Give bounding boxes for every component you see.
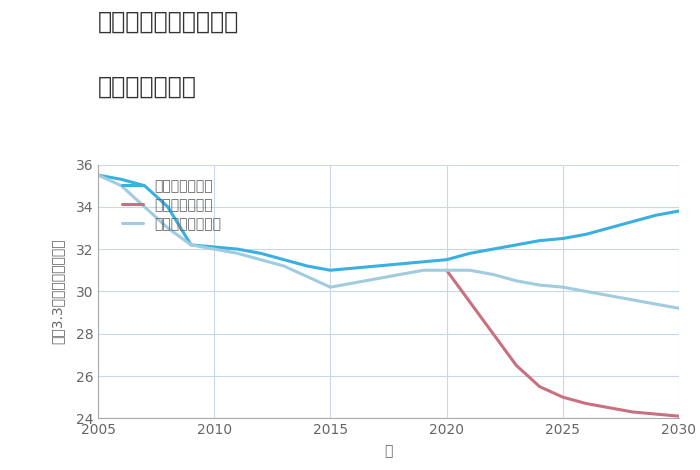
ノーマルシナリオ xyxy=(140,204,148,210)
Line: グッドシナリオ: グッドシナリオ xyxy=(98,175,679,270)
グッドシナリオ xyxy=(582,232,590,237)
グッドシナリオ xyxy=(629,219,637,225)
Text: 愛知県豊橋市高洲町の: 愛知県豊橋市高洲町の xyxy=(98,9,239,33)
ノーマルシナリオ xyxy=(396,272,405,277)
ノーマルシナリオ xyxy=(582,289,590,294)
グッドシナリオ xyxy=(94,172,102,178)
ノーマルシナリオ xyxy=(489,272,497,277)
グッドシナリオ xyxy=(280,257,288,263)
ノーマルシナリオ xyxy=(419,267,428,273)
グッドシナリオ xyxy=(326,267,335,273)
グッドシナリオ xyxy=(466,251,474,256)
グッドシナリオ xyxy=(256,251,265,256)
バッドシナリオ xyxy=(489,331,497,337)
グッドシナリオ xyxy=(489,246,497,252)
ノーマルシナリオ xyxy=(349,280,358,286)
ノーマルシナリオ xyxy=(280,263,288,269)
Y-axis label: 坪（3.3㎡）単価（万円）: 坪（3.3㎡）単価（万円） xyxy=(50,239,64,344)
Line: バッドシナリオ: バッドシナリオ xyxy=(447,270,679,416)
バッドシナリオ xyxy=(605,405,613,411)
ノーマルシナリオ xyxy=(117,183,125,188)
バッドシナリオ xyxy=(536,384,544,390)
グッドシナリオ xyxy=(349,266,358,271)
ノーマルシナリオ xyxy=(536,282,544,288)
ノーマルシナリオ xyxy=(442,267,451,273)
グッドシナリオ xyxy=(605,225,613,231)
ノーマルシナリオ xyxy=(629,297,637,303)
グッドシナリオ xyxy=(536,238,544,243)
グッドシナリオ xyxy=(210,244,218,250)
ノーマルシナリオ xyxy=(94,172,102,178)
ノーマルシナリオ xyxy=(326,284,335,290)
バッドシナリオ xyxy=(512,363,521,368)
X-axis label: 年: 年 xyxy=(384,444,393,458)
ノーマルシナリオ xyxy=(210,246,218,252)
ノーマルシナリオ xyxy=(372,276,381,282)
グッドシナリオ xyxy=(117,177,125,182)
グッドシナリオ xyxy=(512,242,521,248)
Text: 土地の価格推移: 土地の価格推移 xyxy=(98,75,197,99)
バッドシナリオ xyxy=(466,299,474,305)
ノーマルシナリオ xyxy=(559,284,567,290)
グッドシナリオ xyxy=(233,246,242,252)
Line: ノーマルシナリオ: ノーマルシナリオ xyxy=(98,175,679,308)
グッドシナリオ xyxy=(419,259,428,265)
グッドシナリオ xyxy=(559,236,567,242)
バッドシナリオ xyxy=(442,267,451,273)
グッドシナリオ xyxy=(187,242,195,248)
ノーマルシナリオ xyxy=(605,293,613,298)
ノーマルシナリオ xyxy=(164,225,172,231)
グッドシナリオ xyxy=(164,204,172,210)
ノーマルシナリオ xyxy=(652,301,660,307)
グッドシナリオ xyxy=(303,263,312,269)
ノーマルシナリオ xyxy=(675,306,683,311)
ノーマルシナリオ xyxy=(187,242,195,248)
グッドシナリオ xyxy=(675,208,683,214)
グッドシナリオ xyxy=(442,257,451,263)
ノーマルシナリオ xyxy=(466,267,474,273)
バッドシナリオ xyxy=(559,394,567,400)
ノーマルシナリオ xyxy=(303,274,312,280)
グッドシナリオ xyxy=(652,212,660,218)
バッドシナリオ xyxy=(675,414,683,419)
ノーマルシナリオ xyxy=(233,251,242,256)
グッドシナリオ xyxy=(140,183,148,188)
バッドシナリオ xyxy=(629,409,637,415)
Legend: グッドシナリオ, バッドシナリオ, ノーマルシナリオ: グッドシナリオ, バッドシナリオ, ノーマルシナリオ xyxy=(122,179,221,231)
グッドシナリオ xyxy=(372,263,381,269)
ノーマルシナリオ xyxy=(256,257,265,263)
バッドシナリオ xyxy=(652,411,660,417)
バッドシナリオ xyxy=(582,401,590,407)
グッドシナリオ xyxy=(396,261,405,267)
ノーマルシナリオ xyxy=(512,278,521,284)
